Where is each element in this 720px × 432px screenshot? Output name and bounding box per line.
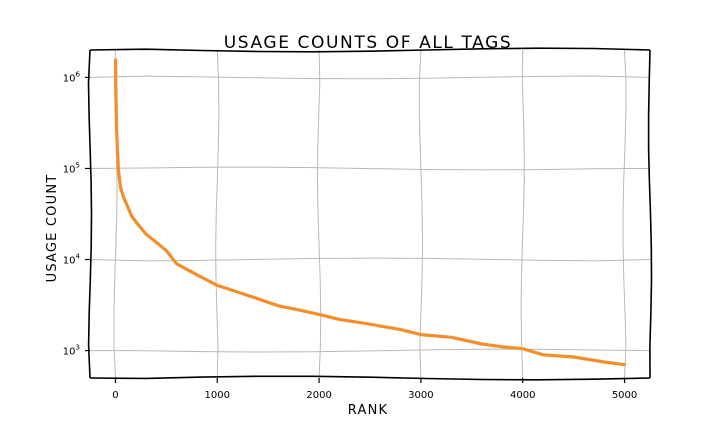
- x-gridline: [520, 49, 525, 379]
- x-tick-label: 1000: [205, 390, 230, 401]
- y-gridline: [89, 166, 651, 171]
- y-tick-label: 104: [63, 253, 81, 267]
- x-gridline: [418, 49, 424, 379]
- series-layer: [113, 58, 627, 367]
- y-gridline: [89, 348, 651, 353]
- x-gridline: [622, 49, 627, 379]
- plot-frame: [87, 47, 653, 381]
- frame-top: [89, 47, 651, 53]
- x-tick-label: 4000: [510, 390, 535, 401]
- x-gridline: [316, 49, 322, 379]
- axis-ticks: 0 1000 2000 3000 4000 5000 103 104 105 106: [63, 70, 637, 401]
- y-tick-label: 105: [63, 161, 80, 175]
- frame-bottom: [89, 375, 651, 381]
- y-gridline: [89, 257, 651, 262]
- frame-left: [87, 49, 93, 379]
- x-tick-label: 2000: [306, 390, 331, 401]
- x-gridline: [215, 49, 220, 379]
- grid: [89, 49, 651, 379]
- y-gridline: [89, 75, 651, 80]
- y-axis-label: USAGE COUNT: [45, 174, 60, 283]
- y-tick-label: 103: [63, 344, 80, 358]
- x-axis-label: RANK: [348, 403, 388, 418]
- series-line-0: [113, 58, 627, 367]
- chart-title: USAGE COUNTS OF ALL TAGS: [224, 33, 513, 53]
- x-tick-label: 3000: [408, 390, 433, 401]
- x-tick-label: 5000: [612, 390, 637, 401]
- y-tick-label: 106: [63, 70, 81, 84]
- x-tick-label: 0: [112, 390, 118, 401]
- frame-right: [647, 49, 653, 379]
